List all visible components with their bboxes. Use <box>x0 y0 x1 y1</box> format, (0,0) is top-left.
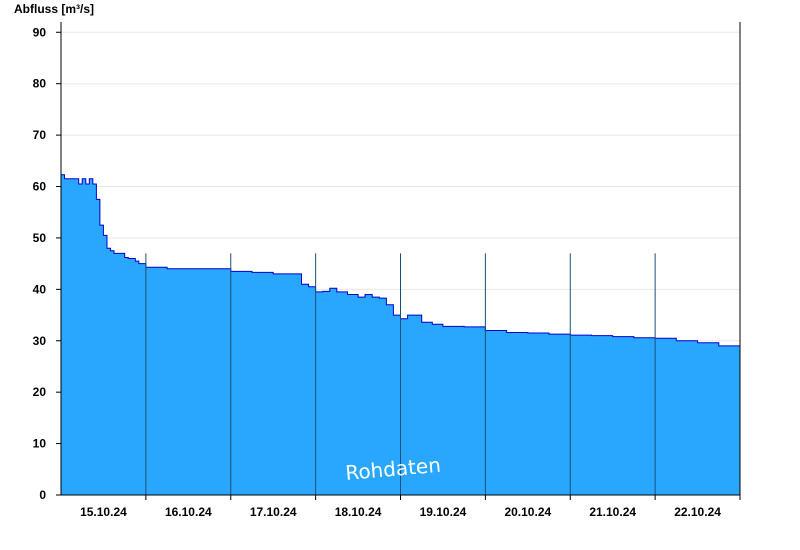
x-tick-label: 21.10.24 <box>589 505 636 519</box>
day-separators <box>145 253 656 495</box>
y-axis-ticks: 0 10 20 30 40 50 60 70 80 90 <box>33 25 61 502</box>
y-tick-label: 80 <box>33 77 47 91</box>
x-tick-label: 22.10.24 <box>674 505 721 519</box>
y-tick-label: 60 <box>33 180 47 194</box>
x-tick-label: 20.10.24 <box>504 505 551 519</box>
x-tick-label: 17.10.24 <box>250 505 297 519</box>
y-tick-label: 10 <box>33 437 47 451</box>
y-tick-label: 90 <box>33 25 47 39</box>
y-tick-label: 70 <box>33 128 47 142</box>
x-tick-label: 19.10.24 <box>420 505 467 519</box>
x-tick-label: 16.10.24 <box>165 505 212 519</box>
x-tick-label: 15.10.24 <box>80 505 127 519</box>
y-tick-label: 0 <box>39 488 46 502</box>
y-tick-label: 30 <box>33 334 47 348</box>
discharge-line <box>61 174 741 347</box>
x-axis-ticks: 15.10.24 16.10.24 17.10.24 18.10.24 19.10.24… <box>80 495 741 519</box>
y-tick-label: 40 <box>33 282 47 296</box>
x-tick-label: 18.10.24 <box>335 505 382 519</box>
y-tick-label: 20 <box>33 385 47 399</box>
y-axis-label: Abfluss [m³/s] <box>14 2 94 16</box>
y-tick-label: 50 <box>33 231 47 245</box>
